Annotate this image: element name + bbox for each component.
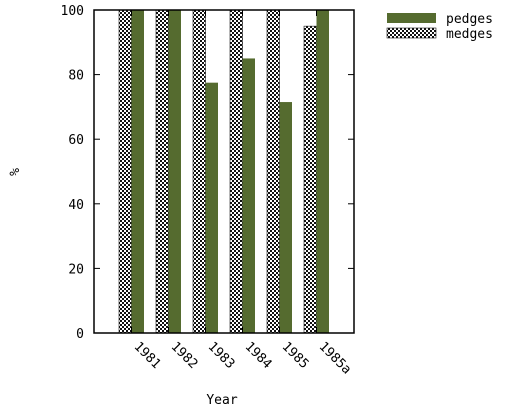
y-tick-label: 20 (68, 262, 84, 277)
x-tick-label: 1983 (205, 339, 238, 372)
y-tick-label: 80 (68, 69, 84, 84)
x-tick-label: 1982 (168, 339, 201, 372)
legend-label-pedges: pedges (446, 12, 493, 27)
bar-pedges-1982 (168, 10, 181, 333)
plot-frame (93, 9, 355, 334)
plot-area (118, 9, 329, 334)
x-tick-label: 1981 (131, 339, 164, 372)
legend-swatch-medges (386, 27, 437, 39)
legend-swatch-pedges (387, 13, 436, 23)
y-tick-label: 60 (68, 133, 84, 148)
bar-medges-1982 (155, 9, 169, 334)
y-tick-label: 0 (76, 327, 84, 342)
y-axis: 0 20 40 60 80 100 (61, 4, 354, 342)
x-tick-label: 1985 (279, 339, 312, 372)
bar-medges-1984 (229, 9, 243, 334)
bar-pedges-1981 (131, 10, 144, 333)
legend-label-medges: medges (446, 27, 493, 42)
bar-medges-1983 (192, 9, 206, 334)
y-tick-label: 40 (68, 198, 84, 213)
x-tick-label: 1985a (316, 339, 354, 377)
bar-pedges-1985 (279, 102, 292, 334)
bar-pedges-1984 (242, 58, 255, 333)
bar-medges-1981 (118, 9, 132, 334)
bar-pedges-1983 (205, 82, 218, 333)
y-tick-label: 100 (61, 4, 84, 19)
bar-pedges-1985a (316, 10, 329, 333)
y-axis-title: % (8, 168, 23, 176)
x-axis-title: Year (206, 393, 237, 408)
x-tick-label: 1984 (242, 339, 275, 372)
bar-medges-1985a (303, 25, 317, 334)
bar-medges-1985 (266, 9, 280, 334)
